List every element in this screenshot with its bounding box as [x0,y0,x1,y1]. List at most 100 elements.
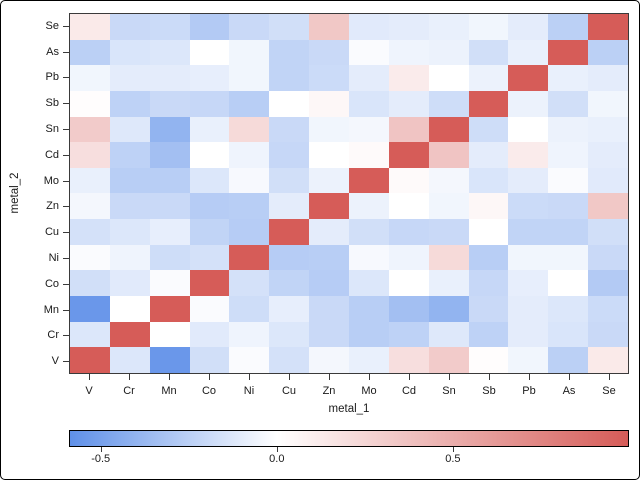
heatmap-cell-Ni-Co [189,244,230,271]
x-axis-tick-label: Ni [243,385,255,397]
colorbar-tick [452,447,454,452]
heatmap-cell-Co-Sb [468,270,509,297]
heatmap-cell-Sb-As [548,90,589,117]
heatmap-cell-Sn-Cu [269,116,310,143]
y-axis-tick-label: Pb [45,71,59,84]
heatmap-cell-Pb-Pb [508,65,549,91]
x-axis-tick [209,374,210,380]
heatmap-cell-As-Cd [388,39,429,66]
heatmap-cell-Sn-V [70,116,110,143]
heatmap-cell-Ni-Se [588,244,628,271]
heatmap-cell-Cd-Co [189,142,230,168]
x-axis-tick-label: Cu [281,385,297,397]
heatmap-cell-Sb-Zn [309,90,349,117]
colorbar-tick-label: -0.5 [91,453,111,465]
heatmap-cell-Mn-Mn [149,296,190,322]
heatmap-cell-Sn-Co [189,116,230,143]
heatmap-cell-Mn-As [548,296,589,322]
heatmap-cell-Se-V [70,14,110,40]
y-axis-tick [63,129,69,131]
heatmap-cell-Mn-Co [189,296,230,322]
heatmap-cell-V-Ni [229,347,270,373]
heatmap-cell-Sn-Cr [109,116,150,143]
heatmap-cell-Co-V [70,270,110,297]
heatmap-cell-Ni-Cu [269,244,310,271]
heatmap-cell-Cd-As [548,142,589,168]
heatmap-cell-Mn-Cu [269,296,310,322]
heatmap-cell-Pb-Co [189,65,230,91]
heatmap-cell-Se-Mn [149,14,190,40]
heatmap-cell-Zn-Cr [109,193,150,220]
heatmap-cell-Ni-V [70,244,110,271]
heatmap-cell-Sn-Se [588,116,628,143]
heatmap-cell-As-Pb [508,39,549,66]
heatmap-cell-V-Se [588,347,628,373]
heatmap-cell-Sn-Mo [349,116,389,143]
heatmap-grid [70,14,628,373]
heatmap-cell-V-Sn [428,347,469,373]
heatmap-cell-Sb-Cr [109,90,150,117]
heatmap-cell-Cu-Cd [388,219,429,245]
heatmap-cell-Cd-Sb [468,142,509,168]
colorbar-tick-label: 0.0 [269,453,285,465]
heatmap-cell-Ni-As [548,244,589,271]
x-axis-tick [129,374,130,380]
heatmap-cell-Mo-Cr [109,167,150,194]
heatmap-cell-Sb-Pb [508,90,549,117]
x-axis-tick [329,374,330,380]
heatmap-plot-area [69,13,629,374]
x-axis-tick [409,374,410,380]
heatmap-cell-Pb-V [70,65,110,91]
y-axis-tick [63,25,69,27]
y-axis-tick-label: Cd [44,148,59,161]
heatmap-cell-Cr-Sn [428,321,469,348]
heatmap-cell-Mo-Sb [468,167,509,194]
y-axis-tick [63,206,69,208]
heatmap-cell-Pb-Mn [149,65,190,91]
heatmap-cell-Cd-Cd [388,142,429,168]
heatmap-cell-Cd-Pb [508,142,549,168]
heatmap-cell-Cd-V [70,142,110,168]
x-axis-title: metal_1 [328,403,370,415]
heatmap-cell-Mn-Sn [428,296,469,322]
heatmap-cell-Se-Zn [309,14,349,40]
heatmap-cell-Cd-Mo [349,142,389,168]
heatmap-cell-Mo-Mo [349,167,389,194]
heatmap-cell-Co-Co [189,270,230,297]
heatmap-cell-V-Mo [349,347,389,373]
heatmap-cell-Co-Cu [269,270,310,297]
heatmap-cell-Sb-Se [588,90,628,117]
heatmap-cell-Mo-Zn [309,167,349,194]
y-axis-tick-label: As [46,45,59,58]
y-axis-tick [63,232,69,234]
heatmap-cell-Cr-Co [189,321,230,348]
heatmap-cell-V-Co [189,347,230,373]
heatmap-cell-V-As [548,347,589,373]
heatmap-cell-As-V [70,39,110,66]
x-axis-tick [489,374,490,380]
heatmap-cell-Cu-Mn [149,219,190,245]
heatmap-cell-Pb-Cd [388,65,429,91]
heatmap-cell-Sn-Mn [149,116,190,143]
y-axis-tick [63,283,69,285]
y-axis-tick [63,361,69,363]
heatmap-cell-Cu-Zn [309,219,349,245]
heatmap-cell-Se-Cu [269,14,310,40]
heatmap-cell-Zn-Se [588,193,628,220]
heatmap-cell-Cr-Cr [109,321,150,348]
x-axis-tick [369,374,370,380]
x-axis-tick-label: Se [602,385,616,397]
heatmap-cell-Pb-Zn [309,65,349,91]
heatmap-cell-Cu-Cu [269,219,310,245]
heatmap-cell-Sb-Mo [349,90,389,117]
heatmap-cell-Sb-V [70,90,110,117]
heatmap-cell-Mo-Ni [229,167,270,194]
heatmap-cell-Cr-Mo [349,321,389,348]
heatmap-cell-As-Co [189,39,230,66]
heatmap-cell-As-Mn [149,39,190,66]
colorbar-tick-label: 0.5 [445,453,461,465]
heatmap-cell-Cr-Se [588,321,628,348]
heatmap-cell-Mo-Mn [149,167,190,194]
heatmap-cell-Sb-Mn [149,90,190,117]
y-axis-tick-label: Cr [47,329,59,342]
